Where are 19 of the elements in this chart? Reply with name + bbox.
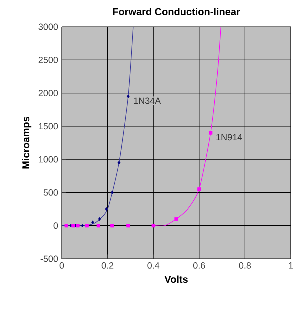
y-tick-label: 3000 <box>38 24 58 30</box>
y-tick-label: 500 <box>44 190 58 196</box>
y-axis-title: Microamps <box>22 117 32 169</box>
x-tick-label: 0.8 <box>239 262 252 269</box>
y-tick-label: 1500 <box>39 123 58 130</box>
y-tick-label: 0 <box>54 222 58 230</box>
chart-title: Forward Conduction-linear <box>113 8 240 16</box>
y-tick-label: 2000 <box>38 90 58 96</box>
series-label: 1N914 <box>216 134 242 141</box>
y-tick-label: 1000 <box>39 156 58 163</box>
x-tick-label: 0 <box>60 262 64 269</box>
x-tick-label: 0.2 <box>102 262 114 269</box>
x-tick-label: 0.4 <box>148 262 160 269</box>
x-tick-label: 1 <box>289 262 294 269</box>
y-tick-label: 2500 <box>38 56 58 64</box>
series-label: 1N34A <box>134 98 162 104</box>
y-tick-label: -500 <box>40 256 58 262</box>
x-axis-title: Volts <box>164 276 188 284</box>
x-tick-label: 0.6 <box>193 262 206 269</box>
